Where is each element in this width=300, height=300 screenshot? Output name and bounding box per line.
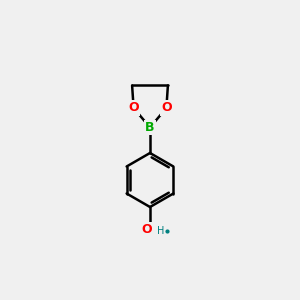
Text: O: O: [161, 101, 172, 115]
Text: H: H: [157, 226, 164, 236]
Text: O: O: [128, 101, 139, 115]
Text: O: O: [142, 223, 152, 236]
Text: B: B: [145, 121, 155, 134]
